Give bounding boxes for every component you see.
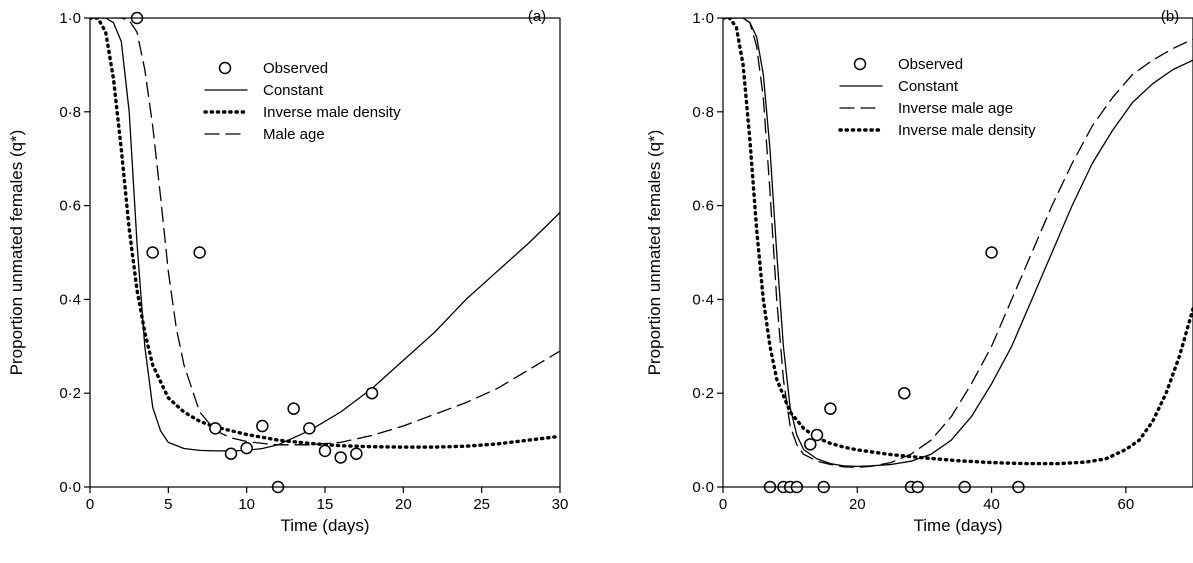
panel-a: 0 5 10 15 20 25 30 0·0 0·2 0·4 0·6 0·8 1·0 (a) Time (d… <box>7 8 568 535</box>
legend-label: Male age <box>263 126 325 143</box>
panel-b: 0 20 40 60 0·0 0·2 0·4 0·6 0·8 1·0 (b) Time (days) P… <box>645 8 1193 535</box>
observed-point <box>240 441 253 455</box>
observed-point <box>224 447 238 460</box>
legend-label: Inverse male density <box>263 104 401 121</box>
observed-point <box>209 422 222 435</box>
x-tick-label: 10 <box>238 496 255 513</box>
observed-point <box>824 402 837 415</box>
y-tick-label: 0·6 <box>59 198 81 215</box>
series-line-constant <box>723 18 1193 468</box>
legend-label: Constant <box>263 82 324 99</box>
x-tick-label: 60 <box>1118 496 1135 513</box>
legend: Observed Constant Inverse male age Inverse … <box>838 56 1036 139</box>
x-tick-label: 0 <box>86 496 94 513</box>
x-axis-title: Time (days) <box>280 516 369 535</box>
series-line-inverse-male-age <box>723 18 1193 468</box>
legend-label: Observed <box>263 60 328 77</box>
observed-point <box>146 246 159 259</box>
x-axis-title: Time (days) <box>913 516 1002 535</box>
curves <box>90 18 560 452</box>
observed-point <box>804 438 817 451</box>
observed-point <box>365 386 379 400</box>
legend-marker <box>218 61 232 75</box>
legend-label: Inverse male density <box>898 122 1036 139</box>
y-tick-label: 0·8 <box>692 104 714 121</box>
x-tick-label: 20 <box>849 496 866 513</box>
observed-point <box>256 419 269 433</box>
series-line-constant <box>90 18 560 452</box>
y-tick-label: 0·8 <box>59 104 81 121</box>
observed-point <box>334 451 347 464</box>
x-tick-label: 5 <box>164 496 172 513</box>
observed-point <box>318 444 332 458</box>
legend-label: Constant <box>898 78 959 95</box>
y-tick-label: 0·6 <box>692 198 714 215</box>
x-tick-label: 40 <box>983 496 1000 513</box>
y-tick-label: 0·4 <box>59 291 81 308</box>
legend: Observed Constant Inverse male density Male… <box>203 60 401 143</box>
x-tick-label: 30 <box>552 496 569 513</box>
series-line-male-age <box>90 18 560 446</box>
legend-label: Observed <box>898 56 963 73</box>
y-tick-label: 0·0 <box>59 479 81 496</box>
y-tick-label: 0·0 <box>692 479 714 496</box>
observed-point <box>303 422 316 435</box>
y-tick-label: 0·2 <box>59 385 81 402</box>
x-tick-label: 20 <box>395 496 412 513</box>
y-tick-label: 1·0 <box>692 10 714 27</box>
legend-marker <box>853 57 867 71</box>
curves <box>723 18 1193 468</box>
y-tick-label: 1·0 <box>59 10 81 27</box>
plot-frame <box>722 17 1193 488</box>
plot-frame <box>89 17 561 488</box>
panel-label: (a) <box>528 8 546 25</box>
legend-label: Inverse male age <box>898 100 1013 117</box>
x-tick-label: 0 <box>719 496 727 513</box>
observed-point <box>287 402 300 415</box>
observed-point <box>193 246 206 259</box>
y-tick-label: 0·2 <box>692 385 714 402</box>
panel-label: (b) <box>1161 8 1179 25</box>
x-tick-label: 15 <box>317 496 334 513</box>
y-axis-title: Proportion unmated females (q*) <box>7 130 26 376</box>
y-axis-title: Proportion unmated females (q*) <box>645 130 664 376</box>
series-line-inverse-male-density <box>723 18 1193 466</box>
observed-point <box>898 386 911 400</box>
series-line-inverse-male-density <box>90 18 560 449</box>
observed-point <box>810 428 824 442</box>
y-tick-label: 0·4 <box>692 291 714 308</box>
observed-point <box>985 246 998 259</box>
x-tick-label: 25 <box>473 496 490 513</box>
observed-point <box>350 447 363 460</box>
